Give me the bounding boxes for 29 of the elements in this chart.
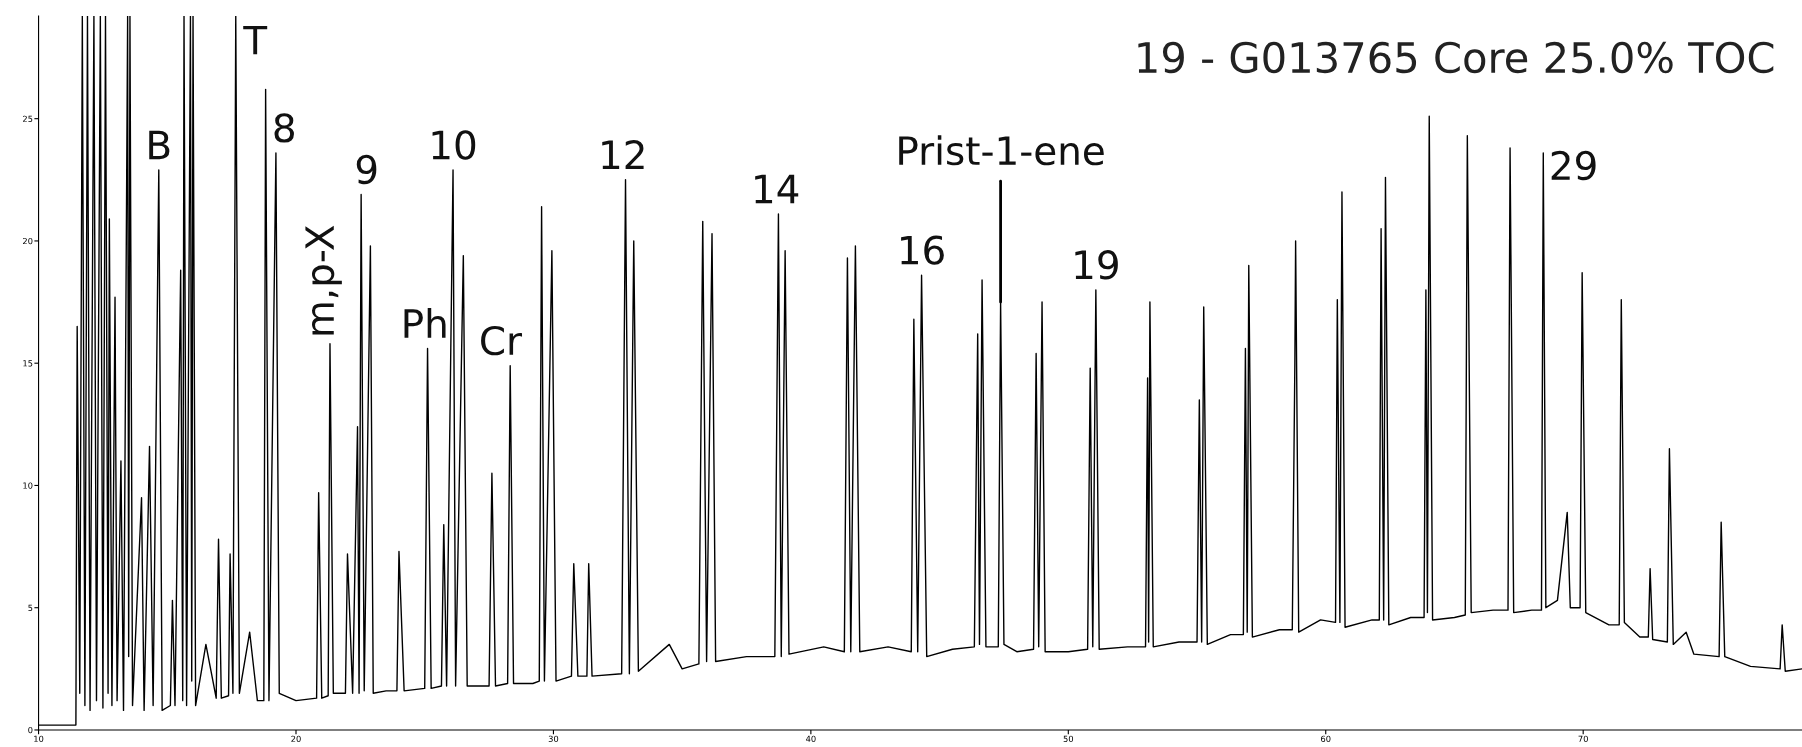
annotation: T [243, 26, 268, 55]
annotation: 16 [901, 235, 944, 265]
x-tick-label: 10 [34, 735, 44, 742]
x-tick-label: 20 [291, 735, 301, 742]
annotation: 8 [274, 113, 294, 143]
annotation: Cr [481, 325, 523, 356]
annotation: 9 [356, 154, 377, 185]
annotation: 10 [432, 130, 476, 160]
x-tick-label: 30 [548, 735, 559, 742]
y-tick-label: 0 [28, 726, 33, 734]
x-tick-label: 60 [1321, 735, 1331, 742]
annotation: 19 [1075, 250, 1118, 280]
chart-title: 19 - G013765 Core 25.0% TOC [1138, 41, 1774, 74]
annotation: B [149, 130, 170, 160]
y-tick-label: 15 [23, 360, 33, 367]
x-tick-label: 40 [805, 735, 816, 742]
annotation: 12 [602, 140, 644, 169]
annotation: Prist-1-ene [899, 135, 1104, 166]
x-tick-label: 50 [1063, 735, 1074, 742]
annotation: 14 [755, 174, 799, 204]
y-tick-label: 20 [23, 237, 33, 245]
annotation: 29 [1551, 150, 1596, 181]
y-tick-label: 5 [28, 604, 33, 611]
annotation: Ph [404, 308, 446, 338]
line-series [38, 15, 1802, 726]
y-tick-label: 10 [23, 482, 33, 489]
y-tick-label: 25 [23, 115, 33, 122]
x-tick-label: 70 [1578, 735, 1588, 742]
annotation: m,p-X [305, 225, 342, 335]
